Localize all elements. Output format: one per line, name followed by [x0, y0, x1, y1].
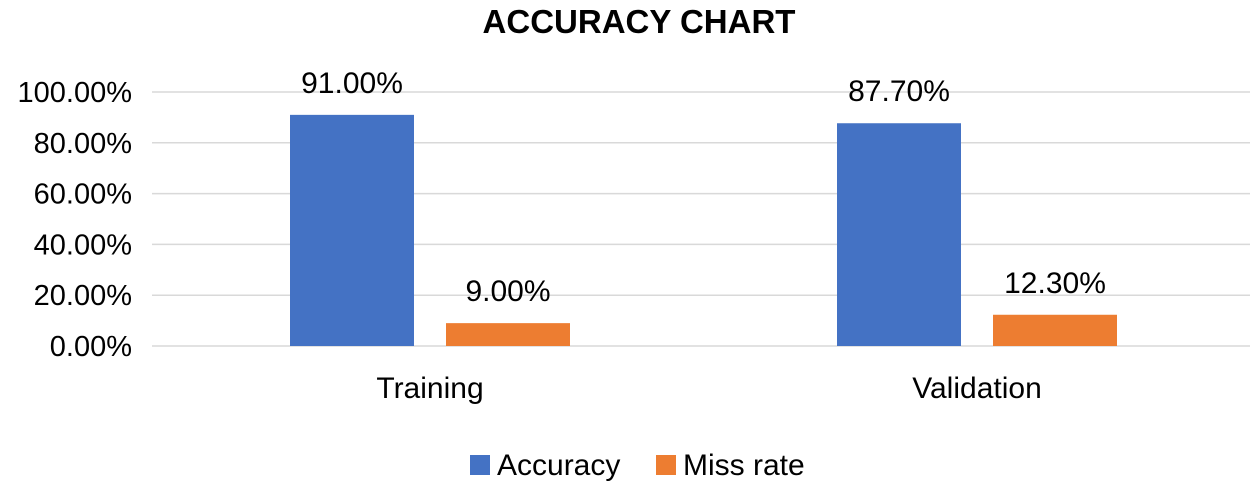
y-axis-ticks: 0.00% 20.00% 40.00% 60.00% 80.00% 100.00% [18, 77, 133, 363]
legend-label: Miss rate [683, 449, 805, 482]
bar-miss-rate-validation [993, 314, 1117, 346]
y-tick-label: 40.00% [34, 229, 132, 261]
bars [290, 114, 1117, 346]
chart-title: ACCURACY CHART [483, 3, 796, 40]
data-label: 12.30% [1004, 267, 1106, 300]
data-label: 91.00% [301, 67, 403, 100]
y-tick-label: 80.00% [34, 128, 132, 160]
x-category-label: Training [376, 372, 483, 405]
bar-accuracy-validation [837, 123, 961, 346]
bar-miss-rate-training [446, 323, 570, 346]
y-tick-label: 20.00% [34, 280, 132, 312]
x-axis-categories: Training Validation [376, 372, 1041, 405]
data-label: 87.70% [848, 75, 950, 108]
y-tick-label: 0.00% [50, 331, 132, 363]
legend-label: Accuracy [497, 449, 620, 482]
x-category-label: Validation [912, 372, 1042, 405]
y-tick-label: 100.00% [18, 77, 133, 109]
data-label: 9.00% [465, 275, 550, 308]
y-tick-label: 60.00% [34, 179, 132, 211]
legend-swatch-miss-rate [656, 455, 676, 475]
legend-swatch-accuracy [470, 455, 490, 475]
legend: Accuracy Miss rate [470, 449, 805, 482]
bar-accuracy-training [290, 114, 414, 346]
data-labels: 91.00% 9.00% 87.70% 12.30% [301, 67, 1106, 308]
